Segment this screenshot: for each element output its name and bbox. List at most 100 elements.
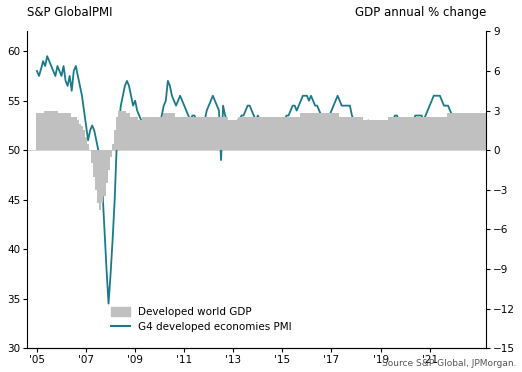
Bar (469, 113, 472, 150)
Bar (337, 113, 339, 150)
Bar (58, 113, 61, 150)
Bar (197, 117, 199, 150)
Bar (277, 117, 279, 150)
Bar (341, 117, 343, 150)
Bar (208, 117, 210, 150)
Bar (306, 113, 308, 150)
Bar (257, 117, 259, 150)
Bar (132, 117, 134, 150)
Bar (144, 117, 147, 150)
Bar (110, 150, 112, 157)
Bar (224, 117, 226, 150)
Bar (459, 113, 461, 150)
Bar (138, 120, 140, 150)
Bar (496, 113, 498, 150)
Bar (155, 117, 157, 150)
Bar (67, 113, 69, 150)
Bar (349, 117, 351, 150)
Bar (87, 144, 89, 150)
Bar (122, 110, 124, 150)
Bar (345, 117, 347, 150)
Bar (236, 120, 239, 150)
Bar (455, 113, 457, 150)
Bar (486, 113, 488, 150)
Bar (365, 120, 367, 150)
Bar (103, 150, 105, 196)
Bar (467, 113, 470, 150)
Bar (500, 113, 502, 150)
Bar (192, 117, 194, 150)
Bar (437, 117, 439, 150)
Bar (99, 150, 101, 209)
Bar (476, 113, 478, 150)
Bar (226, 117, 228, 150)
Bar (120, 110, 122, 150)
Bar (429, 117, 431, 150)
Bar (128, 113, 130, 150)
Bar (515, 113, 517, 150)
Bar (316, 113, 318, 150)
Bar (163, 113, 165, 150)
Bar (181, 117, 183, 150)
Bar (241, 117, 243, 150)
Bar (451, 113, 453, 150)
Bar (488, 113, 490, 150)
Bar (44, 110, 46, 150)
Bar (50, 110, 52, 150)
Bar (187, 117, 189, 150)
Bar (116, 117, 118, 150)
Bar (75, 117, 77, 150)
Bar (447, 113, 449, 150)
Bar (273, 117, 275, 150)
Bar (326, 113, 328, 150)
Bar (471, 113, 473, 150)
Bar (511, 113, 513, 150)
Bar (420, 117, 422, 150)
Bar (433, 117, 435, 150)
Bar (253, 117, 255, 150)
Bar (165, 113, 167, 150)
Bar (183, 117, 185, 150)
Bar (281, 117, 283, 150)
Bar (54, 110, 56, 150)
Bar (290, 117, 292, 150)
Bar (159, 117, 161, 150)
Bar (79, 124, 81, 150)
Bar (152, 117, 155, 150)
Bar (300, 113, 302, 150)
Bar (466, 113, 468, 150)
Bar (161, 117, 163, 150)
Bar (418, 117, 421, 150)
Bar (292, 117, 294, 150)
Bar (146, 117, 148, 150)
Bar (283, 117, 286, 150)
Bar (298, 117, 300, 150)
Bar (248, 117, 251, 150)
Text: GDP annual % change: GDP annual % change (355, 6, 486, 19)
Bar (81, 126, 83, 150)
Bar (390, 117, 392, 150)
Bar (404, 117, 406, 150)
Bar (318, 113, 321, 150)
Bar (453, 113, 455, 150)
Bar (195, 117, 197, 150)
Bar (68, 113, 71, 150)
Bar (513, 113, 515, 150)
Bar (97, 150, 99, 203)
Bar (517, 113, 519, 150)
Bar (234, 120, 236, 150)
Bar (65, 113, 67, 150)
Bar (377, 120, 379, 150)
Bar (288, 117, 290, 150)
Bar (214, 117, 216, 150)
Bar (504, 113, 506, 150)
Bar (361, 117, 363, 150)
Bar (38, 113, 40, 150)
Bar (279, 117, 281, 150)
Bar (363, 120, 365, 150)
Bar (347, 117, 349, 150)
Bar (388, 117, 390, 150)
Bar (320, 113, 322, 150)
Bar (484, 113, 486, 150)
Bar (328, 113, 330, 150)
